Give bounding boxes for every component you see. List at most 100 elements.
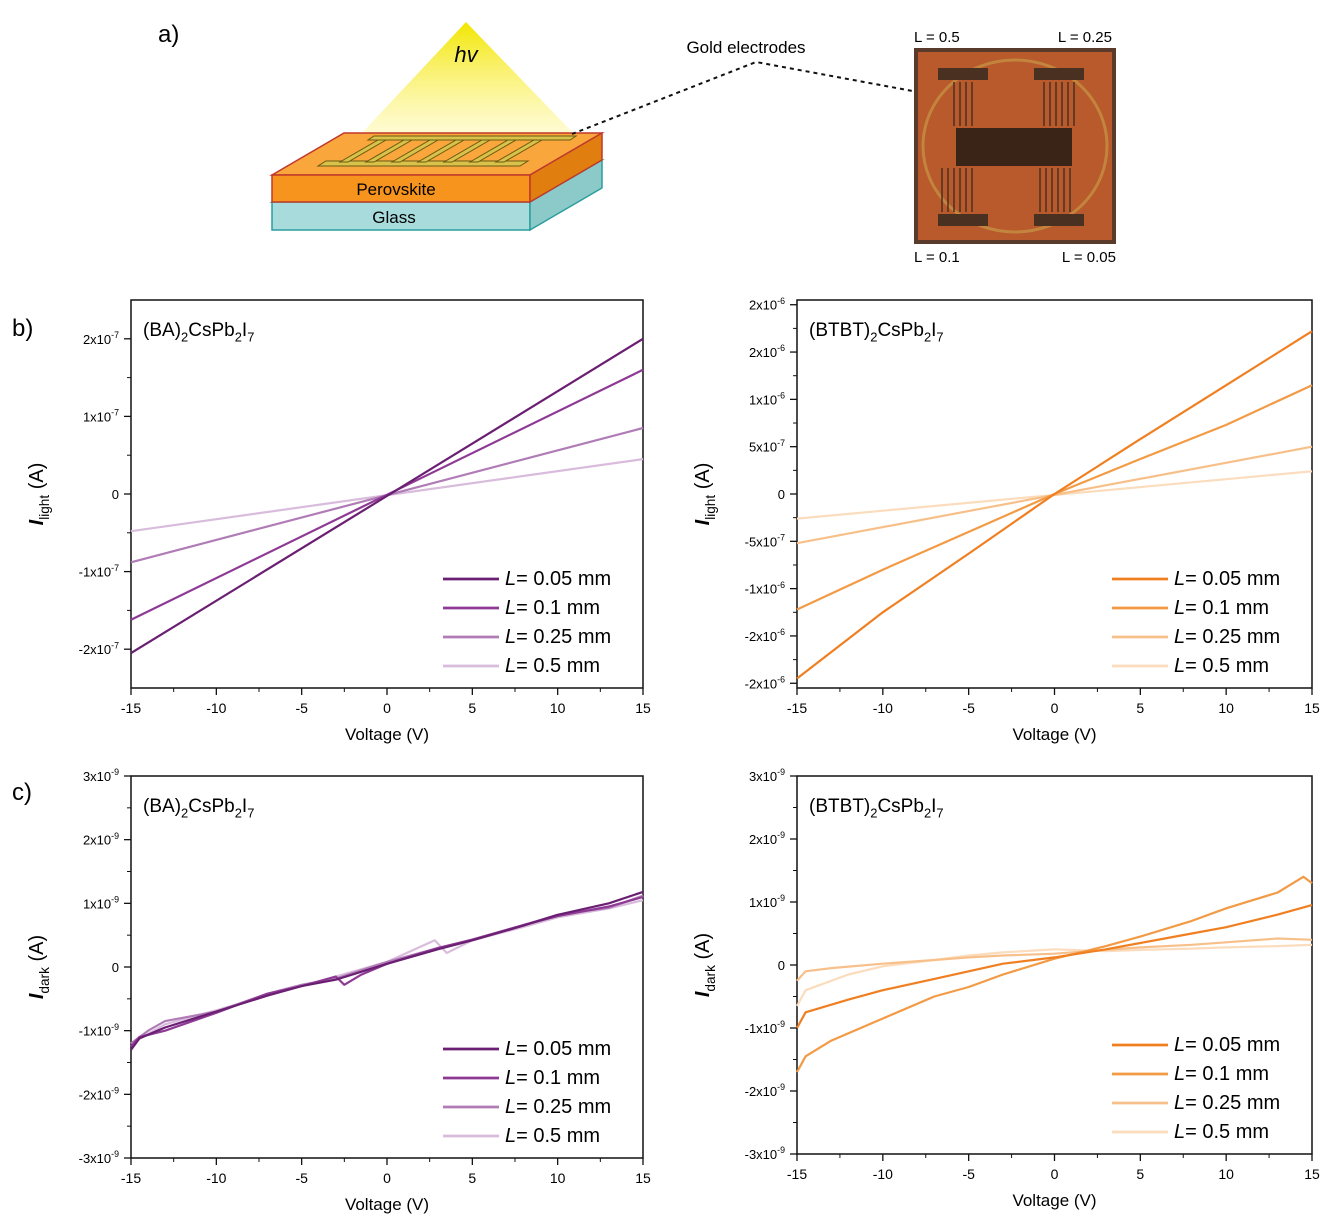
y-tick-label: 2x10-9 [749, 830, 785, 847]
y-tick-label: 3x10-9 [83, 767, 119, 784]
perovskite-front [271, 174, 531, 203]
legend-label-1: L= 0.05 mm [505, 568, 611, 590]
chart-ilight-ba: -15 -10 -5 0 5 10 15 -2x10-7 -1x10-7 0 1x10-7 2x10-… [26, 299, 651, 744]
panel-label-a: a) [158, 21, 179, 48]
chart-idark-ba: -15 -10 -5 0 5 10 15 -3x10-9 -2x10-9 -1x10-9 0 1x10… [26, 767, 651, 1214]
device-photo [914, 48, 1116, 244]
y-tick-label: -1x10-7 [79, 563, 119, 580]
x-tick-label: -5 [962, 1166, 975, 1182]
series-line-3 [130, 894, 644, 1045]
chart-title: (BA)2CsPb2I7 [143, 320, 254, 345]
y-tick-label: 1x10-6 [749, 391, 785, 408]
y-tick-label: 1x10-7 [83, 408, 119, 425]
y-tick-label: -5x10-7 [745, 532, 785, 549]
series-line-1 [130, 890, 644, 1051]
legend-label-3: L= 0.25 mm [505, 1096, 611, 1118]
photo-label-3: L = 0.05 [1062, 249, 1116, 266]
series-line-2 [796, 875, 1313, 1073]
x-tick-label: 15 [1304, 1166, 1320, 1182]
x-axis-label: Voltage (V) [1012, 1191, 1096, 1210]
glass-label: Glass [372, 208, 415, 227]
series-line-4 [130, 899, 644, 1045]
y-tick-label: -3x10-9 [745, 1145, 785, 1162]
y-tick-label: 3x10-9 [749, 767, 785, 784]
legend-label-2: L= 0.1 mm [1174, 1063, 1269, 1085]
x-tick-label: 5 [468, 700, 476, 716]
legend-label-2: L= 0.1 mm [505, 597, 600, 619]
x-tick-label: -15 [787, 700, 807, 716]
x-tick-label: 0 [383, 700, 391, 716]
light-cone [360, 22, 575, 135]
x-tick-label: 0 [1051, 700, 1059, 716]
x-tick-label: -15 [787, 1166, 807, 1182]
gold-electrodes [316, 135, 578, 167]
x-tick-label: -10 [206, 700, 226, 716]
x-tick-label: 10 [550, 700, 566, 716]
series-line-2 [130, 895, 644, 1048]
series-line-4 [796, 943, 1313, 1007]
legend-label-2: L= 0.1 mm [505, 1067, 600, 1089]
series-line-1 [130, 337, 644, 655]
y-tick-label: -2x10-9 [79, 1085, 119, 1102]
y-tick-label: -2x10-9 [745, 1082, 785, 1099]
y-tick-label: 0 [112, 487, 119, 502]
y-tick-label: 2x10-7 [83, 330, 119, 347]
light-label: hv [454, 42, 479, 67]
panel-label-b: b) [12, 315, 33, 342]
x-tick-label: 15 [1304, 700, 1320, 716]
legend-label-1: L= 0.05 mm [1174, 1034, 1280, 1056]
x-tick-label: 0 [1051, 1166, 1059, 1182]
chart-title: (BTBT)2CsPb2I7 [809, 796, 944, 821]
legend-label-1: L= 0.05 mm [505, 1038, 611, 1060]
y-tick-label: 1x10-9 [83, 894, 119, 911]
perovskite-side [529, 131, 603, 204]
y-tick-label: 0 [778, 958, 785, 973]
x-axis-label: Voltage (V) [345, 725, 429, 744]
x-tick-label: 10 [1218, 1166, 1234, 1182]
panel-a: a) hv Glass Perovskite [158, 21, 1116, 266]
series-line-3 [796, 937, 1313, 982]
x-tick-label: -10 [873, 700, 893, 716]
x-tick-label: -5 [295, 700, 308, 716]
photo-label-2: L = 0.1 [914, 249, 960, 266]
y-tick-label: -1x10-9 [745, 1019, 785, 1036]
x-tick-label: 10 [1218, 700, 1234, 716]
photo-label-0: L = 0.5 [914, 29, 960, 46]
panel-label-c: c) [12, 779, 32, 806]
y-tick-label: 2x10-9 [83, 831, 119, 848]
x-axis-label: Voltage (V) [345, 1195, 429, 1214]
chart-title: (BA)2CsPb2I7 [143, 796, 254, 821]
x-axis-label: Voltage (V) [1012, 725, 1096, 744]
x-tick-label: -10 [873, 1166, 893, 1182]
y-tick-label: 2x10-6 [749, 343, 785, 360]
legend-label-3: L= 0.25 mm [1174, 1092, 1280, 1114]
y-axis-label: Ilight (A) [26, 463, 52, 526]
y-tick-label: -3x10-9 [79, 1149, 119, 1166]
series-line-1 [796, 330, 1313, 680]
y-tick-label: -2x10-7 [79, 640, 119, 657]
x-tick-label: -15 [121, 700, 141, 716]
chart-title: (BTBT)2CsPb2I7 [809, 320, 944, 345]
legend-label-1: L= 0.05 mm [1174, 568, 1280, 590]
legend-label-4: L= 0.5 mm [1174, 655, 1269, 677]
y-axis-label: Idark (A) [26, 935, 52, 999]
y-tick-label: 0 [778, 487, 785, 502]
legend-label-2: L= 0.1 mm [1174, 597, 1269, 619]
chart-ilight-btbt: -15 -10 -5 0 5 10 15 -2x10-6 -2x10-6 -1x10-6 -5x10… [692, 296, 1320, 744]
y-axis-label: Ilight (A) [692, 463, 718, 526]
legend-label-4: L= 0.5 mm [1174, 1121, 1269, 1143]
y-tick-label: 0 [112, 960, 119, 975]
photo-label-1: L = 0.25 [1058, 29, 1112, 46]
y-tick-label: 1x10-9 [749, 893, 785, 910]
x-tick-label: -10 [206, 1170, 226, 1186]
x-tick-label: 5 [1136, 1166, 1144, 1182]
chart-idark-btbt: -15 -10 -5 0 5 10 15 -3x10-9 -2x10-9 -1x10-9 0 1x10… [692, 767, 1320, 1210]
x-tick-label: 5 [1136, 700, 1144, 716]
x-tick-label: -5 [295, 1170, 308, 1186]
x-tick-label: -5 [962, 700, 975, 716]
y-tick-label: -1x10-9 [79, 1022, 119, 1039]
perovskite-label: Perovskite [356, 180, 435, 199]
electrodes-label: Gold electrodes [686, 38, 805, 57]
legend-label-4: L= 0.5 mm [505, 1125, 600, 1147]
legend-label-4: L= 0.5 mm [505, 655, 600, 677]
